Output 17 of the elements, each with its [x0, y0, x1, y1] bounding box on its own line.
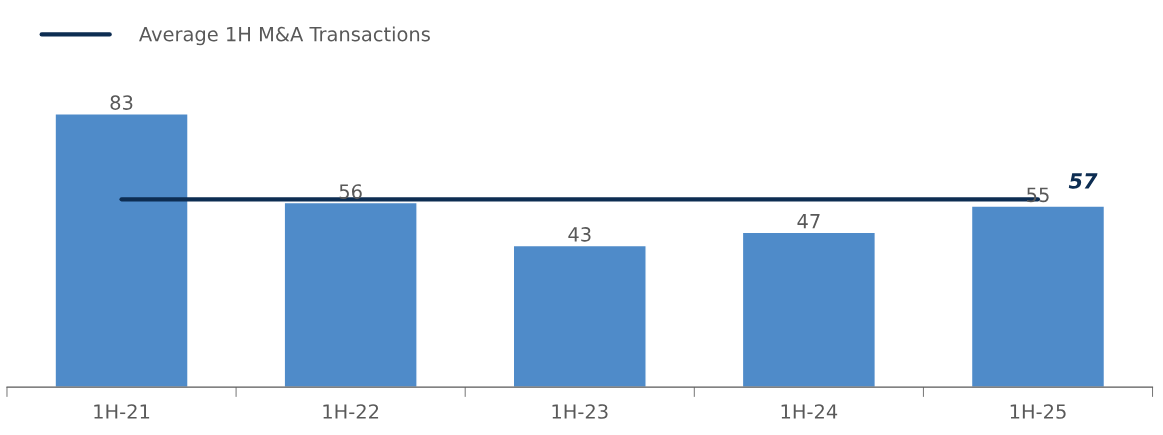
x-tick-label: 1H-25	[1010, 404, 1066, 419]
bar	[283, 201, 418, 388]
x-tick-label: 1H-22	[323, 404, 379, 419]
bar	[741, 231, 877, 388]
x-tick-label: 1H-23	[552, 404, 608, 419]
data-label: 55	[1027, 187, 1049, 203]
data-label: 47	[797, 214, 820, 229]
x-tick-label: 1H-21	[94, 404, 150, 419]
data-label: 57	[1068, 173, 1098, 189]
x-tick-label: 1H-24	[781, 404, 838, 419]
legend-label: Average 1H M&A Transactions	[139, 26, 430, 46]
data-label: 43	[568, 227, 591, 242]
bar	[512, 244, 647, 388]
bar	[54, 113, 189, 388]
data-label: 56	[339, 184, 362, 199]
data-label: 83	[110, 95, 133, 110]
bar	[970, 205, 1106, 388]
